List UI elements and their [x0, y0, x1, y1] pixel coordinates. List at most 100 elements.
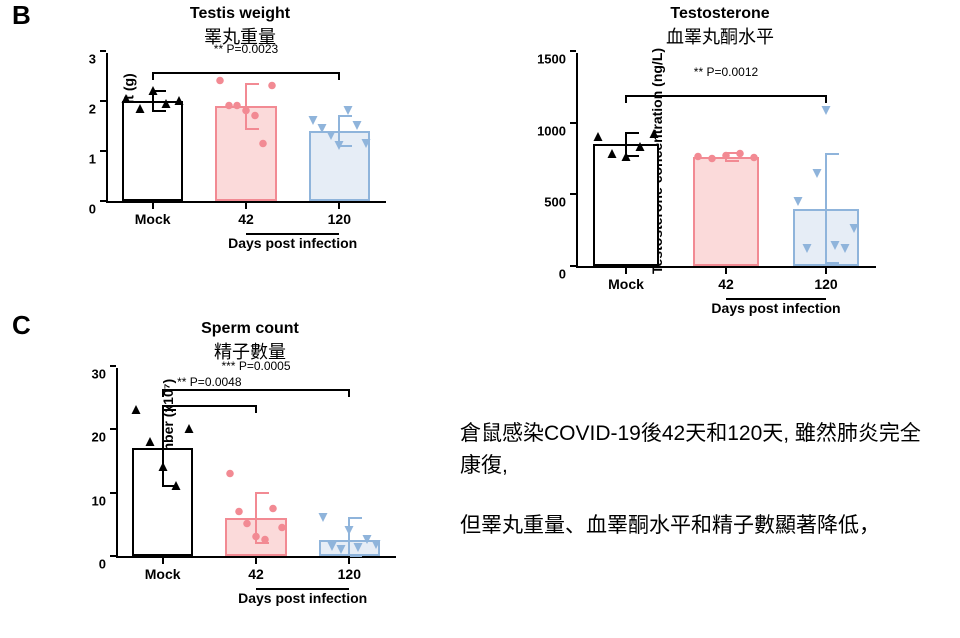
y-tick-label: 1500	[537, 52, 566, 67]
significance-bracket	[163, 389, 350, 391]
description-paragraph-1: 倉鼠感染COVID-19後42天和120天, 雖然肺炎完全康復,	[460, 418, 930, 481]
chart-testis-weight: Testis weight 睪丸重量 Testis weight (g) 012…	[60, 5, 420, 203]
significance-bracket	[626, 95, 826, 97]
data-point	[327, 538, 336, 556]
plot-area: 0123Mock42120Days post infection** P=0.0…	[106, 53, 386, 203]
data-point	[132, 401, 141, 419]
x-axis-label: Days post infection	[228, 235, 357, 251]
significance-bracket-drop	[162, 389, 164, 397]
significance-label: ** P=0.0012	[694, 65, 758, 79]
data-point	[135, 100, 144, 118]
x-tick	[725, 266, 727, 274]
x-tick	[625, 266, 627, 274]
data-point	[319, 509, 328, 527]
data-point	[636, 138, 645, 156]
error-cap	[255, 492, 269, 494]
bar	[122, 101, 184, 201]
data-point	[317, 120, 326, 138]
plot-wrap: Testosterone concentration (ng/L) 050010…	[576, 53, 910, 268]
data-point	[326, 127, 335, 145]
x-axis-label: Days post infection	[238, 590, 367, 606]
data-point	[593, 128, 602, 146]
y-tick	[110, 365, 116, 367]
significance-bracket-drop	[255, 405, 257, 413]
data-point	[250, 107, 259, 125]
data-point	[233, 97, 242, 115]
data-point	[260, 531, 269, 549]
y-tick-label: 10	[92, 493, 106, 508]
x-tick-label: Mock	[145, 566, 181, 582]
y-tick	[110, 492, 116, 494]
significance-label: ** P=0.0048	[177, 375, 241, 389]
x-tick-label: 120	[338, 566, 361, 582]
y-tick	[100, 150, 106, 152]
plot-area: 050010001500Mock42120Days post infection…	[576, 53, 876, 268]
data-point	[184, 420, 193, 438]
x-tick-label: 120	[814, 276, 837, 292]
data-point	[148, 82, 157, 100]
error-cap	[245, 83, 259, 85]
significance-label: *** P=0.0005	[221, 359, 290, 373]
plot-wrap: Testis weight (g) 0123Mock42120Days post…	[106, 53, 420, 203]
data-point	[344, 102, 353, 120]
x-tick-label: 42	[718, 276, 734, 292]
data-point	[693, 148, 702, 166]
y-tick	[110, 555, 116, 557]
data-point	[161, 95, 170, 113]
y-tick-label: 3	[89, 52, 96, 67]
data-point	[174, 92, 183, 110]
error-bar	[825, 154, 827, 263]
y-tick	[110, 428, 116, 430]
y-tick	[570, 193, 576, 195]
x-tick-label: 42	[248, 566, 264, 582]
panel-letter-b: B	[12, 0, 31, 31]
chart-title-cn: 血睪丸酮水平	[530, 23, 910, 49]
chart-title-en: Testis weight	[60, 5, 420, 23]
y-tick-label: 20	[92, 430, 106, 445]
y-tick-label: 0	[559, 267, 566, 282]
significance-bracket-drop	[162, 405, 164, 413]
error-cap	[245, 128, 259, 130]
data-point	[607, 145, 616, 163]
plot-wrap: Sperm cell number (x10⁷) 0102030Mock4212…	[116, 368, 430, 558]
x-tick	[825, 266, 827, 274]
error-cap	[825, 262, 839, 264]
panel-letter-c: C	[12, 310, 31, 341]
x-axis-label: Days post infection	[711, 300, 840, 316]
data-point	[335, 137, 344, 155]
y-tick-label: 1	[89, 152, 96, 167]
data-point	[259, 135, 268, 153]
x-tick	[162, 556, 164, 564]
x-tick	[152, 201, 154, 209]
data-point	[822, 102, 831, 120]
description-paragraph-2: 但睪丸重量、血睪酮水平和精子數顯著降低，	[460, 510, 930, 542]
data-point	[736, 145, 745, 163]
y-tick	[100, 50, 106, 52]
data-point	[336, 541, 345, 559]
x-tick	[338, 201, 340, 209]
data-point	[622, 148, 631, 166]
x-tick	[255, 556, 257, 564]
data-point	[840, 240, 849, 258]
y-tick	[100, 100, 106, 102]
data-point	[252, 528, 261, 546]
data-point	[352, 117, 361, 135]
significance-bracket	[163, 405, 256, 407]
bar	[693, 157, 759, 266]
chart-title-en: Sperm count	[70, 320, 430, 338]
data-point	[145, 433, 154, 451]
data-point	[850, 220, 859, 238]
y-tick-label: 0	[99, 557, 106, 572]
data-point	[354, 539, 363, 557]
data-point	[362, 531, 371, 549]
data-point	[269, 500, 278, 518]
y-tick-label: 0	[89, 202, 96, 217]
significance-bracket-drop	[338, 72, 340, 80]
plot-area: 0102030Mock42120Days post infection*** P…	[116, 368, 396, 558]
data-point	[243, 515, 252, 533]
chart-title-en: Testosterone	[530, 5, 910, 23]
data-point	[650, 125, 659, 143]
data-point	[361, 135, 370, 153]
data-point	[225, 465, 234, 483]
data-point	[812, 165, 821, 183]
